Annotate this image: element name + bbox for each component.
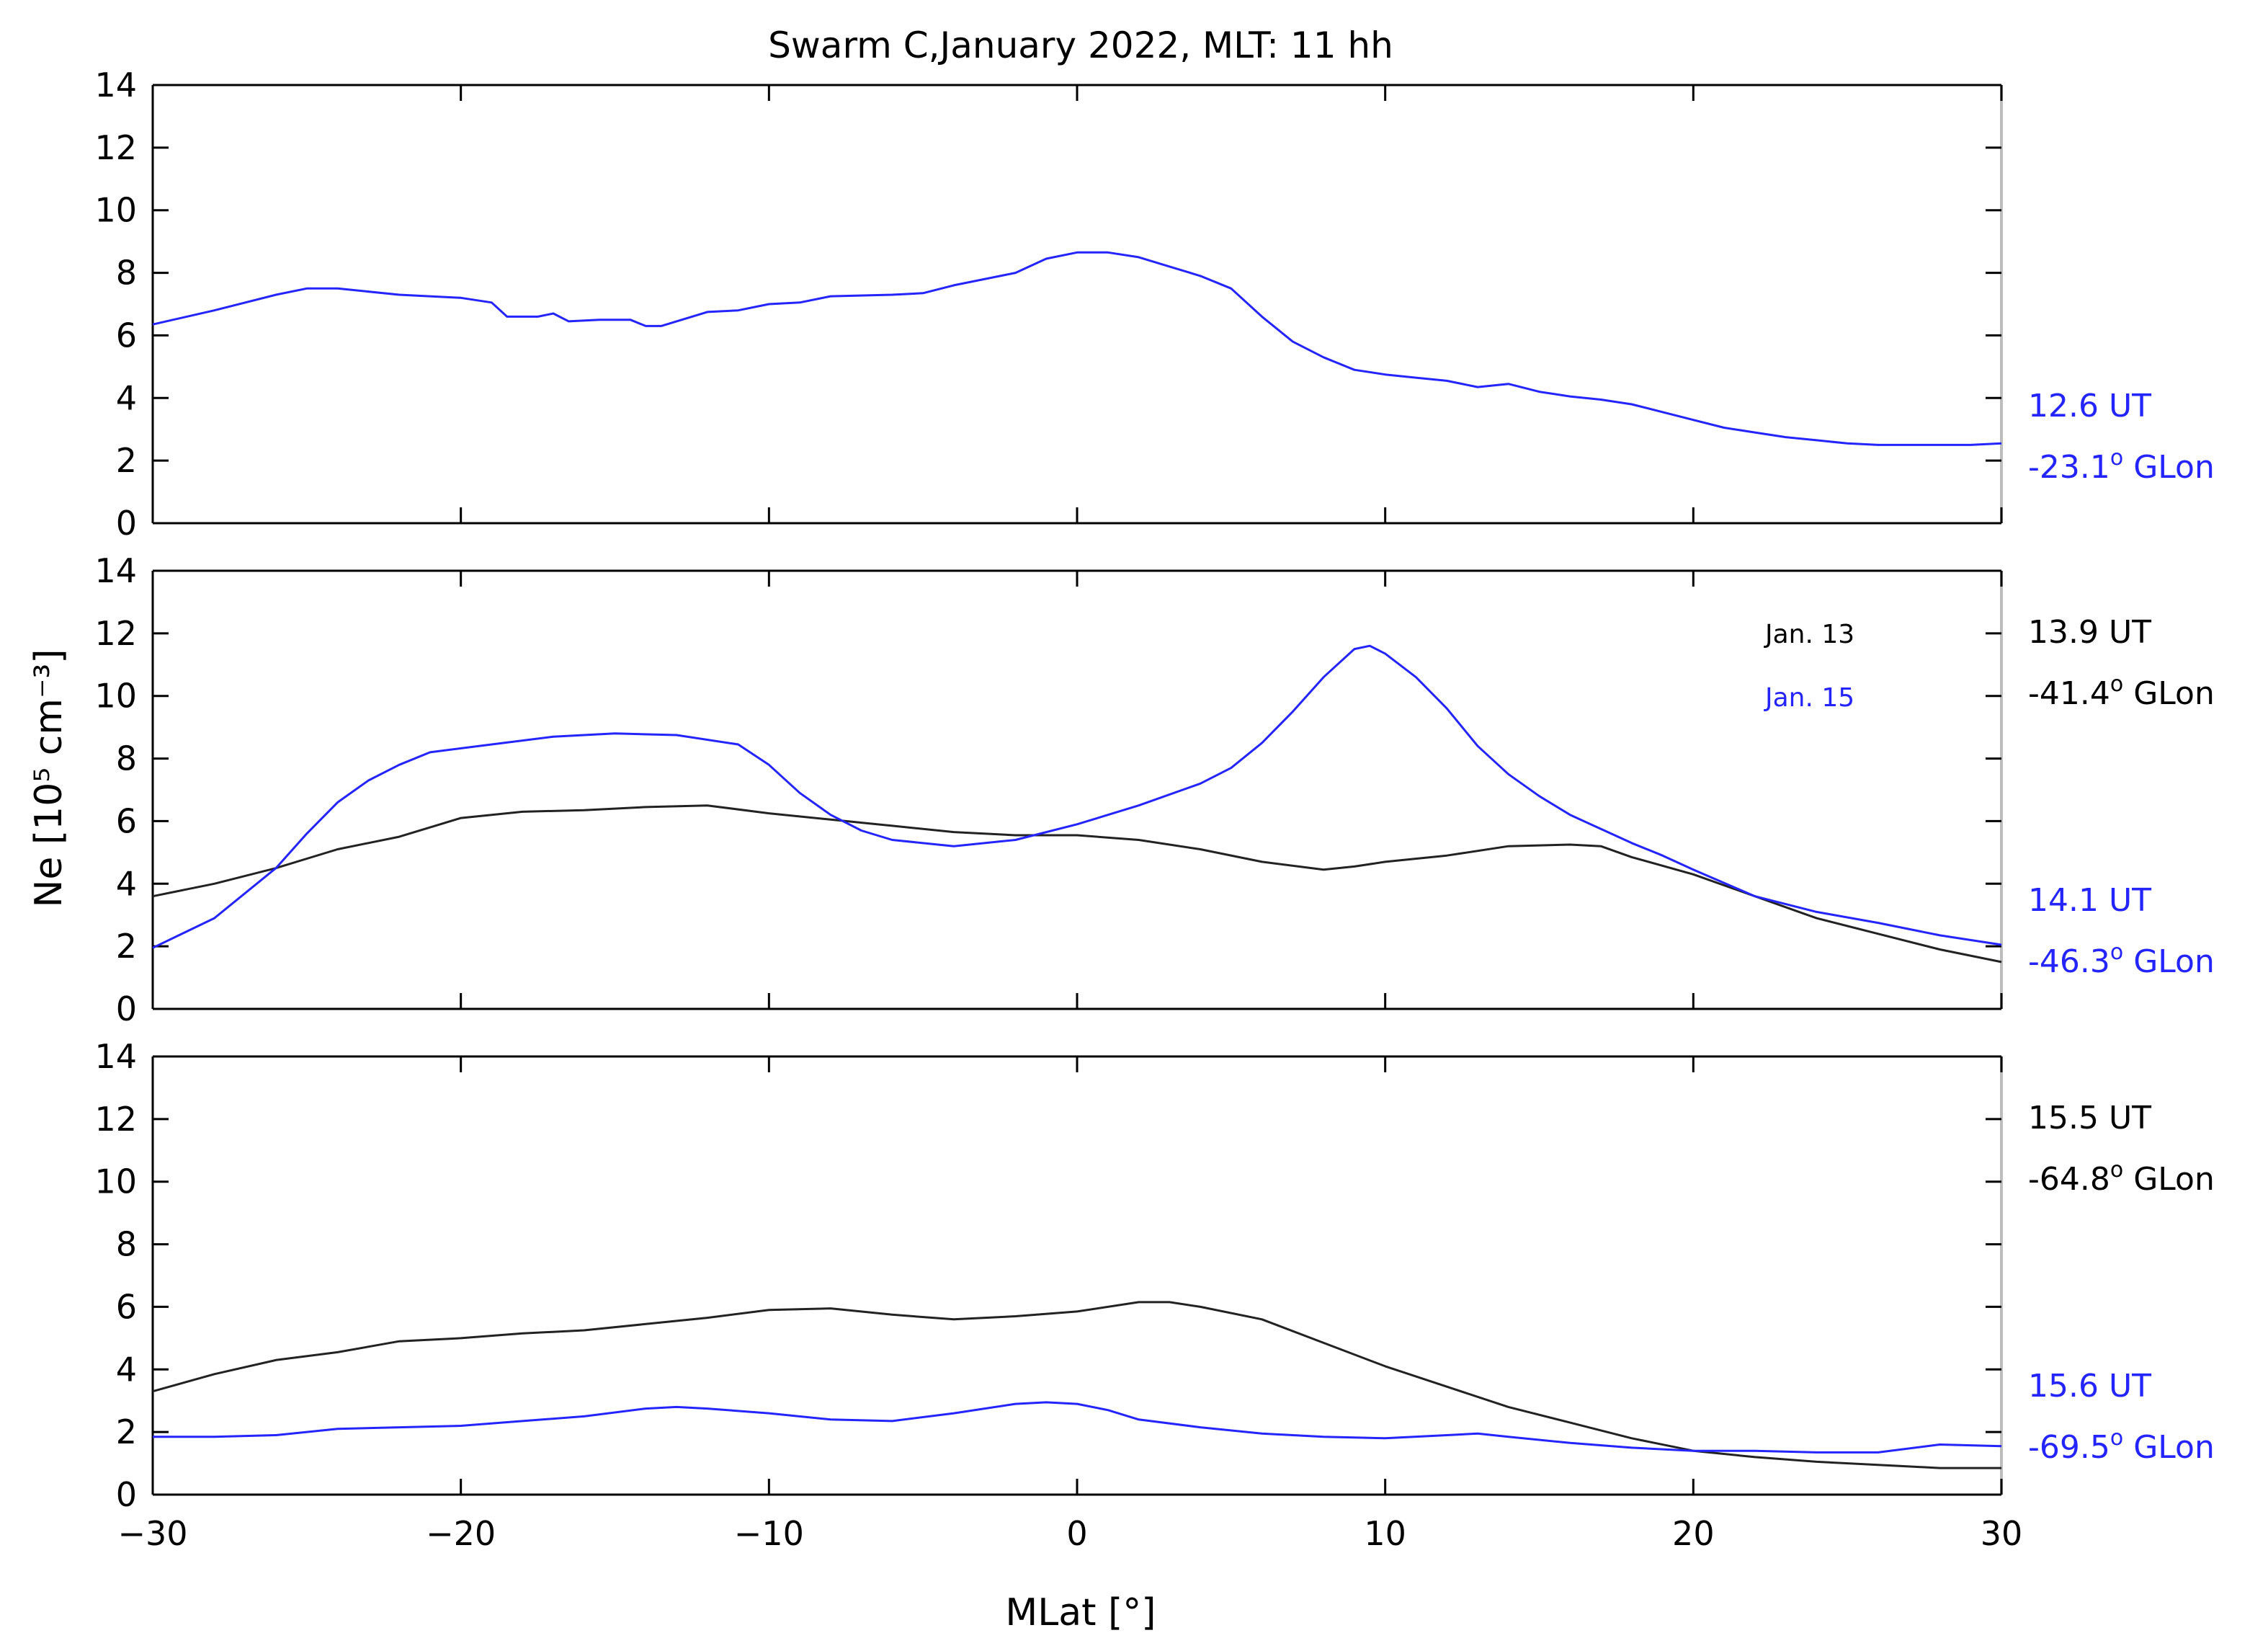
x-tick-label: −10 [734, 1514, 804, 1553]
ut-label: 15.6 UT [2028, 1368, 2151, 1405]
panel-top: 0 2 4 6 8 10 12 14 12.6 UT -23.1o GLon [94, 66, 2214, 543]
legend-jan13: Jan. 13 [1764, 620, 1854, 649]
y-tick-label: 2 [116, 441, 137, 480]
panel-bottom: 0 2 4 6 8 10 12 14 −30 −20 −10 0 10 20 30 15.5 UT -64.8o… [94, 1037, 2214, 1553]
series-line-jan-13 [152, 1301, 2001, 1469]
y-tick-label: 12 [94, 128, 137, 167]
series-line-jan-13 [152, 804, 2002, 964]
y-tick-label: 0 [116, 504, 137, 543]
y-tick-label: 6 [116, 316, 137, 355]
y-tick-label: 6 [116, 801, 137, 840]
y-tick-label: 8 [116, 739, 137, 778]
y-tick-label: 10 [94, 677, 137, 716]
y-tick-label: 12 [94, 614, 137, 653]
x-tick-label: 20 [1672, 1514, 1715, 1553]
y-tick-label: 8 [116, 254, 137, 293]
series-line-jan-15 [153, 1401, 2002, 1454]
x-tick-label: 0 [1066, 1514, 1087, 1553]
panel-middle: 0 2 4 6 8 10 12 14 13.9 UT -41.4o GLon 14.1 UT -46.… [94, 551, 2214, 1028]
y-tick-label: 14 [94, 1037, 137, 1076]
legend-jan15: Jan. 15 [1764, 683, 1854, 713]
y-tick-label: 10 [94, 191, 137, 230]
x-tick-label: 10 [1364, 1514, 1406, 1553]
y-tick-label: 14 [94, 551, 137, 590]
ut-label: 13.9 UT [2028, 614, 2151, 651]
y-tick-label: 10 [94, 1162, 137, 1201]
x-tick-label: 30 [1981, 1514, 2023, 1553]
series-line-jan-15 [152, 251, 2002, 446]
y-tick-label: 0 [116, 989, 137, 1028]
ut-label: 15.5 UT [2028, 1100, 2151, 1136]
ut-label: 14.1 UT [2028, 882, 2151, 919]
y-axis-label: Ne [10⁵ cm⁻³] [27, 649, 71, 907]
figure-title: Swarm C,January 2022, MLT: 11 hh [768, 25, 1393, 66]
y-tick-label: 4 [116, 864, 137, 903]
y-tick-label: 2 [116, 1412, 137, 1451]
glon-label: -41.4o GLon [2028, 672, 2215, 712]
y-tick-label: 8 [116, 1225, 137, 1264]
panels: 0 2 4 6 8 10 12 14 12.6 UT -23.1o GLon 0 2 4 6 8 10 12 14… [94, 66, 2214, 1553]
x-axis-label: MLat [°] [1005, 1591, 1156, 1634]
y-tick-label: 6 [116, 1287, 137, 1326]
series-line-jan-15 [152, 644, 2002, 949]
y-tick-label: 4 [116, 1350, 137, 1389]
x-tick-label: −30 [117, 1514, 187, 1553]
y-tick-label: 12 [94, 1100, 137, 1139]
x-tick-label: −20 [426, 1514, 496, 1553]
y-tick-label: 14 [94, 66, 137, 104]
glon-label: -69.5o GLon [2028, 1425, 2215, 1466]
glon-label: -23.1o GLon [2028, 445, 2215, 486]
y-tick-label: 4 [116, 378, 137, 417]
y-tick-label: 2 [116, 927, 137, 966]
y-tick-label: 0 [116, 1475, 137, 1514]
ut-label: 12.6 UT [2028, 388, 2151, 424]
glon-label: -64.8o GLon [2028, 1157, 2215, 1198]
glon-label: -46.3o GLon [2028, 940, 2215, 980]
